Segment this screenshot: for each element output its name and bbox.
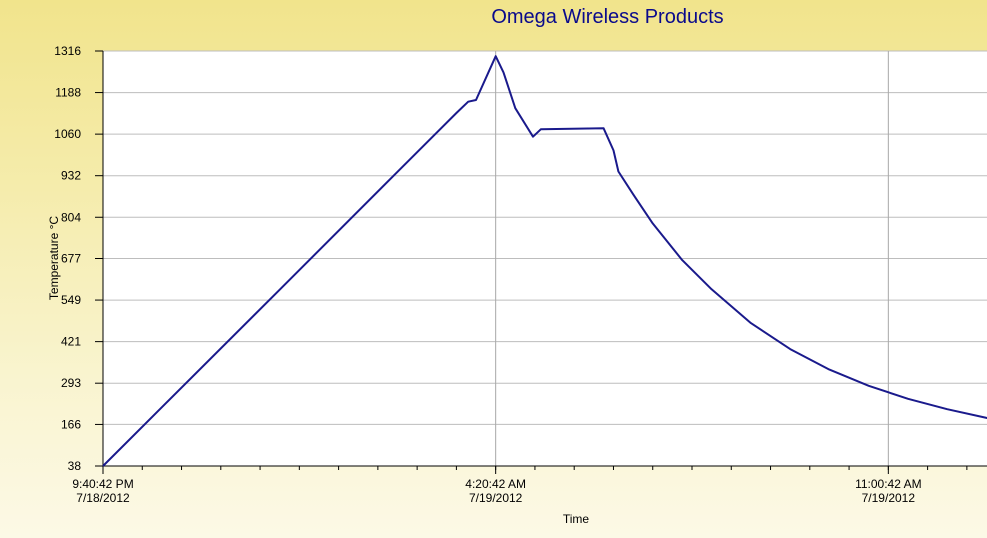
x-tick-label-date: 7/19/2012 [862,491,916,505]
y-tick-label: 1188 [55,86,81,100]
y-axis-ticks: 38 166 293 421 549 677 804 932 1060 1188 1316 [54,44,103,473]
y-tick-label: 38 [68,459,82,473]
y-tick-label: 1316 [54,44,81,58]
y-tick-label: 804 [61,210,81,224]
y-tick-label: 166 [61,417,81,431]
series-line-temperature [102,55,987,467]
x-tick-label-date: 7/19/2012 [469,491,523,505]
x-tick-label-time: 4:20:42 AM [465,477,526,491]
y-tick-label: 677 [61,252,81,266]
x-tick-label-time: 9:40:42 PM [72,477,133,491]
x-axis-title: Time [563,512,590,526]
x-tick-label-date: 7/18/2012 [76,491,130,505]
y-tick-label: 1060 [54,127,81,141]
grid-lines [103,50,987,466]
x-tick-label-time: 11:00:42 AM [855,477,922,491]
y-axis-title: Temperature °C [47,216,61,300]
y-tick-label: 293 [61,376,81,390]
series-group [102,55,987,467]
y-tick-label: 421 [61,335,81,349]
y-tick-label: 549 [61,293,81,307]
chart-title: Omega Wireless Products [491,6,724,28]
y-tick-label: 932 [61,169,81,183]
